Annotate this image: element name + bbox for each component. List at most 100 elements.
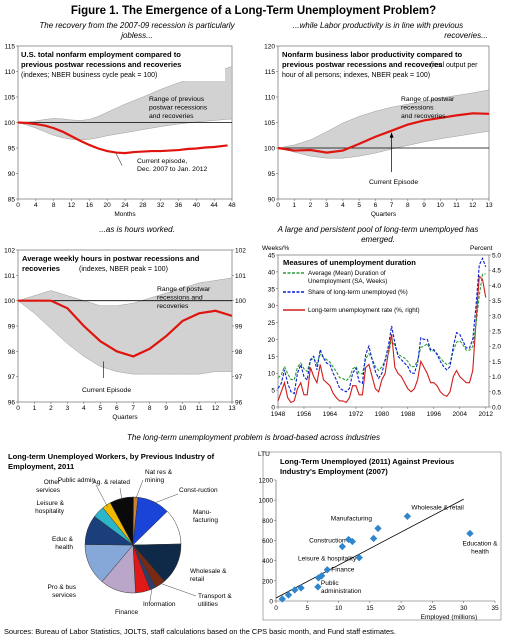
hours-band-label-0: Range of postwar [157, 286, 211, 293]
duration-legend-bg [281, 256, 447, 320]
hours-xtick-label-13: 13 [228, 405, 236, 412]
duration-series-line-1 [277, 256, 487, 395]
duration-legend-label-0-1: Unemployment (SA, Weeks) [308, 278, 387, 285]
pie-label-0-1: mining [145, 477, 165, 484]
duration-legend-label-2-0: Long-term unemployment rate (%, right) [308, 307, 420, 314]
employment-xtick-label-6: 24 [121, 202, 129, 209]
pie-label-6-0: Finance [115, 609, 139, 616]
duration-xtick-label-7: 2004 [453, 411, 468, 418]
pie-label-9-1: hospitality [35, 508, 65, 515]
duration-ytick-label-6: 30 [268, 303, 276, 310]
employment-xtick-label-4: 16 [86, 202, 94, 209]
pie-label-0-0: Nat res & [145, 469, 173, 476]
pie-label-4-0: Transport & [198, 593, 232, 600]
pie-label-2-1: facturing [193, 517, 218, 524]
pie-label-12-0: Ag. & related [92, 479, 130, 486]
emp-annotation-line-1: Current episode, [137, 158, 187, 165]
employment-range-band [17, 66, 233, 141]
pie-label-9-0: Leisure & [37, 500, 65, 507]
hours-current-line [18, 299, 233, 358]
duration-xtick-label-8: 2012 [479, 411, 494, 418]
pie-label-1-0: Const-ruction [179, 487, 218, 494]
duration-ytick-label-0: 0 [271, 405, 275, 412]
employment-xtick-label-12: 48 [228, 202, 236, 209]
productivity-xtick-label-1: 1 [292, 202, 296, 209]
duration-series-line-2 [277, 275, 487, 404]
employment-ytick-label-2: 95 [8, 146, 16, 153]
scatter-title-line-2: Industry's Employment (2007) [280, 467, 388, 476]
prod-band-label-1: recessions [401, 105, 434, 112]
productivity-xtick-label-4: 4 [341, 202, 345, 209]
section-caption: The long-term unemployment problem is br… [127, 433, 380, 442]
pie-label-5-0: Information [143, 601, 176, 608]
pie-label-3-1: retail [190, 576, 205, 583]
productivity-xaxis-label: Quarters [371, 211, 397, 218]
scatter-xtick-label-2: 10 [335, 605, 343, 612]
scatter-point-label-15-1: health [471, 548, 489, 555]
scatter-frame [262, 451, 502, 621]
duration-xtick-label-2: 1964 [323, 411, 338, 418]
pie-title-line-1: Long-term Unemployed Workers, by Previou… [8, 452, 215, 461]
duration-xtick-label-3: 1972 [349, 411, 364, 418]
pie-label-7-0: Pro & bus [47, 584, 76, 591]
hours-xtick-label-10: 10 [179, 405, 187, 412]
productivity-ytick-label-2: 100 [264, 146, 275, 153]
scatter-xtick-label-1: 5 [305, 605, 309, 612]
scatter-trendline [275, 498, 464, 599]
scatter-ytick-label-0: 0 [269, 599, 273, 606]
employment-ytick-label-4: 105 [4, 95, 15, 102]
scatter-xaxis-label: Employed (millions) [421, 614, 478, 621]
productivity-ytick-label-4: 110 [265, 95, 276, 102]
hours-ytick-label-6: 102 [4, 248, 15, 255]
scatter-point-8 [338, 542, 347, 551]
scatter-point-label-11-0: Leisure & hospitality [298, 556, 357, 563]
ltu-scatter-chart: Long-Term Unemployed (2011) Against Prev… [258, 451, 502, 621]
scatter-ylabel: LTU [258, 451, 270, 458]
hours-band-label-1: recessions and [157, 295, 203, 302]
employment-xtick-label-1: 4 [34, 202, 38, 209]
scatter-point-6 [318, 572, 326, 580]
hours-title-bg [20, 252, 210, 275]
hours-band-label-2: recoveries [157, 303, 189, 310]
hours-annotation: Current Episode [82, 387, 131, 394]
duration-ytick-label-9: 45 [268, 253, 276, 260]
scatter-ytick-label-3: 600 [262, 538, 273, 545]
productivity-current-line [277, 112, 490, 154]
hours-xtick-label-5: 5 [98, 405, 102, 412]
scatter-point-label-4-0: Public [321, 580, 339, 587]
duration-title: Measures of unemployment duration [283, 258, 416, 267]
duration-ytick-right-label-9: 4.5 [492, 268, 501, 275]
caption-4-line-2: emerged. [361, 235, 395, 244]
scatter-point-label-9-0: Construction [309, 537, 346, 544]
pie-leader-1 [152, 493, 179, 504]
duration-xtick-label-1: 1956 [297, 411, 312, 418]
pie-leader-3 [149, 586, 153, 602]
scatter-xtick-label-6: 30 [460, 605, 468, 612]
scatter-xtick-label-7: 35 [491, 605, 499, 612]
scatter-xtick-label-5: 25 [429, 605, 437, 612]
pie-label-4-1: utilities [198, 601, 219, 608]
pie-label-10-0: Other [44, 479, 61, 486]
prod-annotation: Current Episode [369, 179, 418, 186]
duration-ytick-label-7: 35 [268, 286, 276, 293]
employment-ytick-label-6: 115 [5, 44, 16, 51]
emp-band-label-2: and recoveries [149, 113, 194, 120]
productivity-xtick-label-6: 6 [374, 202, 378, 209]
scatter-point-15 [466, 529, 474, 538]
duration-ytick-label-4: 20 [268, 337, 276, 344]
duration-xtick-label-6: 1996 [427, 411, 442, 418]
emp-title-bg [20, 48, 225, 81]
duration-legend-label-0-0: Average (Mean) Duration of [308, 270, 386, 277]
caption-3: ...as is hours worked. [99, 225, 175, 234]
scatter-point-13 [374, 524, 382, 533]
scatter-ytick-label-6: 1200 [259, 478, 274, 485]
scatter-xtick-label-0: 0 [274, 605, 278, 612]
duration-chart: Weeks/% Percent 0 5 10 15 20 25 30 35 40 45 0.0 0.5 1.… [262, 245, 501, 418]
employment-xtick-label-7: 28 [139, 202, 147, 209]
productivity-xtick-label-8: 8 [406, 202, 410, 209]
productivity-range-band [277, 89, 490, 159]
